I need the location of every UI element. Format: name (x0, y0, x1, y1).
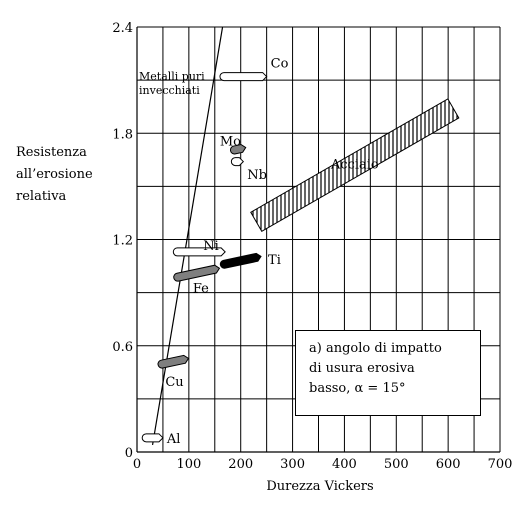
y-tick-label: 1.2 (112, 234, 133, 249)
annotation-line-2: di usura erosiva (309, 361, 415, 376)
bands: Acciaio (250, 98, 460, 233)
y-axis-label-line-3: relativa (16, 189, 67, 204)
point-ni (172, 247, 226, 257)
point-al (141, 433, 164, 443)
annotation-line-1: a) angolo di impatto (309, 341, 442, 356)
point-label: Nb (247, 168, 267, 183)
point-label: Ti (268, 253, 281, 268)
y-tick-label: 0 (125, 446, 133, 461)
x-tick-label: 400 (332, 457, 357, 472)
label-metalli-puri: invecchiati (139, 84, 200, 97)
x-tick-label: 200 (228, 457, 253, 472)
point-label: Co (271, 56, 289, 71)
trend-line (151, 26, 224, 446)
annotation-box: a) angolo di impatto di usura erosiva ba… (295, 330, 481, 416)
y-axis-label-line-1: Resistenza (16, 145, 87, 160)
point-cu (157, 354, 190, 369)
annotation-line-3: basso, α = 15° (309, 381, 406, 396)
point-label: Mo (220, 134, 241, 149)
y-axis-label: Resistenza all’erosione relativa (16, 142, 126, 208)
y-tick-label: 2.4 (112, 21, 133, 36)
x-tick-label: 600 (436, 457, 461, 472)
point-nb (230, 157, 245, 167)
point-mo (229, 143, 247, 155)
x-tick-label: 300 (280, 457, 305, 472)
x-tick-label: 700 (488, 457, 513, 472)
y-axis-label-line-2: all’erosione (16, 167, 93, 182)
point-label: Fe (193, 281, 209, 296)
point-ti (219, 252, 262, 269)
point-label: Cu (165, 375, 183, 390)
x-tick-label: 100 (176, 457, 201, 472)
point-fe (173, 264, 221, 282)
x-tick-label: 500 (384, 457, 409, 472)
trend-line-segment (151, 26, 224, 446)
axes (136, 26, 501, 453)
y-tick-label: 1.8 (112, 127, 133, 142)
point-co (219, 72, 268, 82)
point-label: Ni (203, 239, 219, 254)
band-acciaio (250, 98, 460, 233)
tick-labels: 0 100 200 300 400 500 600 700 0 0.6 1.2 1.8 2.4 (112, 21, 512, 472)
x-axis-label: Durezza Vickers (266, 479, 374, 494)
y-tick-label: 0.6 (112, 340, 133, 355)
label-metalli-puri: Metalli puri (139, 70, 205, 83)
point-label: Al (166, 432, 181, 447)
x-tick-label: 0 (133, 457, 141, 472)
band-label: Acciaio (330, 158, 379, 173)
